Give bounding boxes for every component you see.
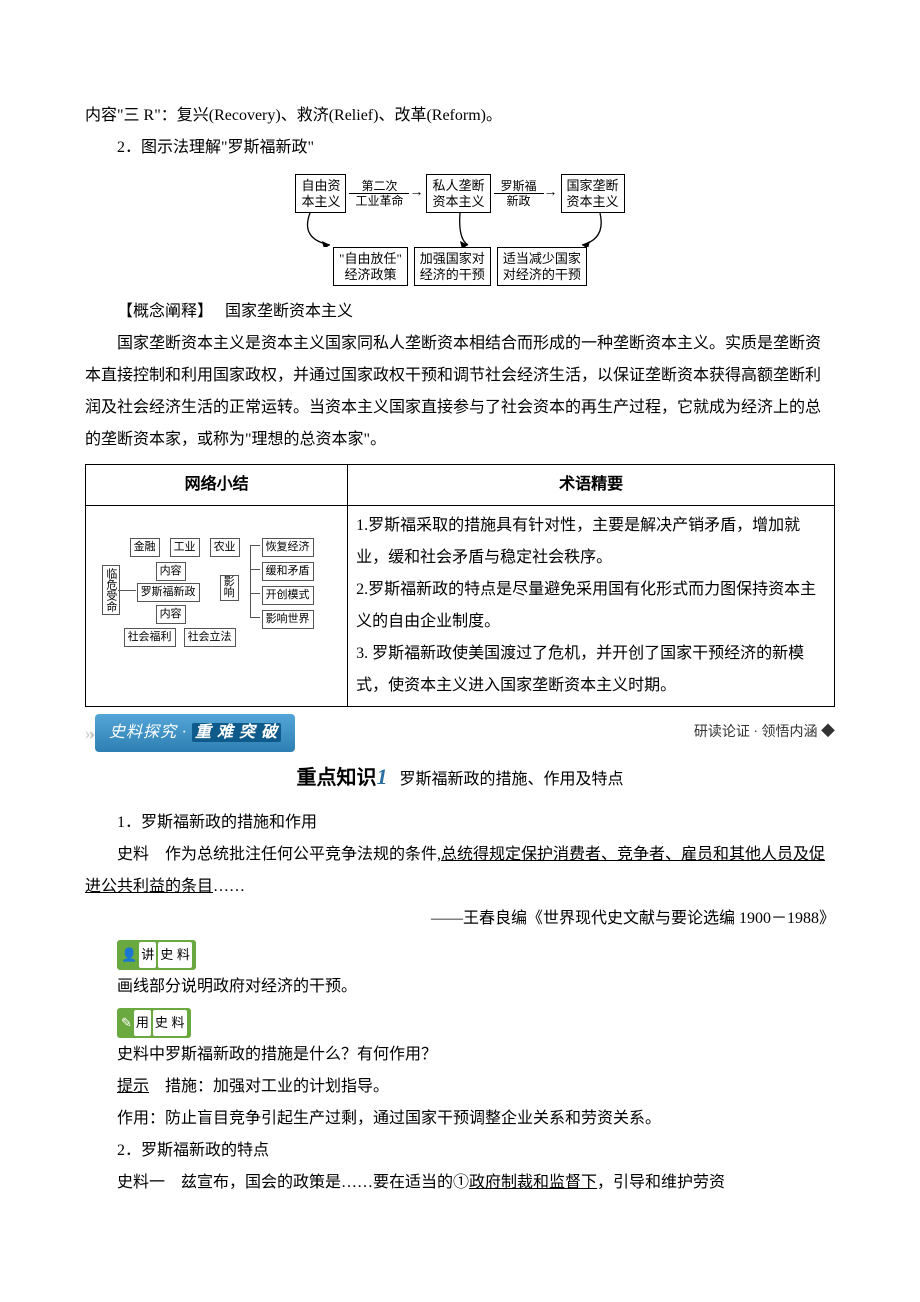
use-q: 史料中罗斯福新政的措施是什么？有何作用？ — [85, 1039, 835, 1071]
d2-c2: 内容 — [156, 605, 186, 623]
sec1-shiliao: 史料 作为总统批注任何公平竞争法规的条件,总统得规定保护消费者、竞争者、雇员和其… — [85, 839, 835, 903]
badge-speak: 👤 讲 史 料 — [117, 939, 835, 971]
badge-speak-label: 史 料 — [158, 942, 192, 968]
intro-line-2: 2．图示法理解"罗斯福新政" — [85, 132, 835, 164]
cell-diagram: 临危受命 金融 工业 农业 内容 罗斯福新政 影响 内容 社会福利 社会立法 恢… — [86, 506, 348, 707]
d1-box-0: 自由资 本主义 — [295, 174, 346, 213]
topic-title: 重点知识1 罗斯福新政的措施、作用及特点 — [85, 755, 835, 799]
banner-pill: 史料探究 · 重 难 突 破 — [95, 714, 295, 752]
diagram-2: 临危受命 金融 工业 农业 内容 罗斯福新政 影响 内容 社会福利 社会立法 恢… — [102, 520, 332, 660]
person-icon: 👤 — [121, 942, 137, 968]
th-1: 术语精要 — [348, 465, 835, 506]
sec2-pre: 兹宣布，国会的政策是……要在适当的① — [181, 1174, 469, 1191]
page: 内容"三 R"：复兴(Recovery)、救济(Relief)、改革(Refor… — [0, 0, 920, 1239]
shiliao-prefix: 史料 — [117, 846, 165, 863]
d1-label-l0: 工业革命 — [355, 194, 403, 208]
d1-label-u0: 第二次 — [349, 179, 409, 194]
d2-t0: 金融 — [130, 538, 160, 556]
th-0: 网络小结 — [86, 465, 348, 506]
hint-m: 提示 措施：加强对工业的计划指导。 — [85, 1071, 835, 1103]
arrow-icon: → — [544, 185, 558, 202]
topic-num: 1 — [376, 764, 387, 789]
sec1-source: ——王春良编《世界现代史文献与要论选编 1900－1988》 — [85, 903, 835, 935]
d1-bot-1: 加强国家对 经济的干预 — [414, 247, 491, 286]
badge-use-icon: 用 — [134, 1010, 151, 1036]
intro-line-1: 内容"三 R"：复兴(Recovery)、救济(Relief)、改革(Refor… — [85, 100, 835, 132]
banner-left: 史料探究 — [109, 724, 177, 741]
term-2: 3. 罗斯福新政使美国渡过了危机，并开创了国家干预经济的新模式，使资本主义进入国… — [356, 645, 804, 694]
speak-line: 画线部分说明政府对经济的干预。 — [85, 971, 835, 1003]
concept-title: 【概念阐释】 国家垄断资本主义 — [85, 296, 835, 328]
badge-speak-icon: 讲 — [139, 942, 156, 968]
badge-use-label: 史 料 — [153, 1010, 187, 1036]
banner-strong: 重 难 突 破 — [192, 723, 281, 742]
sec2-ul: 政府制裁和监督下 — [469, 1174, 597, 1191]
d2-t2: 农业 — [210, 538, 240, 556]
d2-m0: 内容 — [156, 562, 186, 580]
hint-a: 作用：防止盲目竞争引起生产过剩，通过国家干预调整企业关系和劳资关系。 — [85, 1103, 835, 1135]
section-banner: »» 史料探究 · 重 难 突 破 研读论证 · 领悟内涵 ◆ — [85, 719, 835, 747]
sec1-title: 1．罗斯福新政的措施和作用 — [85, 807, 835, 839]
d2-b0: 社会福利 — [124, 628, 176, 646]
d2-b1: 社会立法 — [184, 628, 236, 646]
badge-use: ✎ 用 史 料 — [117, 1007, 835, 1039]
d1-label-l1: 新政 — [506, 194, 530, 208]
diagram-1: 自由资 本主义 第二次 工业革命 → 私人垄断 资本主义 罗斯福 新政 → 国家… — [85, 174, 835, 286]
cell-terms: 1.罗斯福采取的措施具有针对性，主要是解决产销矛盾，增加就业，缓和社会矛盾与稳定… — [348, 506, 835, 707]
sec2-title: 2．罗斯福新政的特点 — [85, 1135, 835, 1167]
d1-bot-0: "自由放任" 经济政策 — [333, 247, 408, 286]
concept-body: 国家垄断资本主义是资本主义国家同私人垄断资本相结合而形成的一种垄断资本主义。实质… — [85, 328, 835, 456]
hint-label: 提示 — [117, 1078, 149, 1095]
topic-label: 重点知识 — [296, 767, 376, 789]
summary-table: 网络小结 术语精要 临危受命 金融 工业 农业 内容 罗斯福新政 影响 内容 社… — [85, 464, 835, 707]
chevron-icon: »» — [85, 715, 95, 751]
arrow-icon: → — [409, 185, 423, 202]
shiliao-post: …… — [213, 878, 245, 895]
d1-box-2: 国家垄断 资本主义 — [561, 174, 625, 213]
term-0: 1.罗斯福采取的措施具有针对性，主要是解决产销矛盾，增加就业，缓和社会矛盾与稳定… — [356, 517, 800, 566]
pen-icon: ✎ — [121, 1010, 132, 1036]
sec2-post: ，引导和维护劳资 — [597, 1174, 725, 1191]
topic-subtitle: 罗斯福新政的措施、作用及特点 — [399, 771, 623, 788]
shiliao2-prefix: 史料一 — [117, 1174, 181, 1191]
d2-r2: 开创模式 — [262, 586, 314, 604]
d2-r1: 缓和矛盾 — [262, 562, 314, 580]
shiliao-pre: 作为总统批注任何公平竞争法规的条件, — [165, 846, 441, 863]
sec2-shiliao: 史料一 兹宣布，国会的政策是……要在适当的①政府制裁和监督下，引导和维护劳资 — [85, 1167, 835, 1199]
d2-t1: 工业 — [170, 538, 200, 556]
d1-label-u1: 罗斯福 — [494, 179, 544, 194]
d2-m1: 影响 — [220, 575, 239, 601]
banner-tail: 研读论证 · 领悟内涵 ◆ — [694, 719, 835, 747]
d2-r0: 恢复经济 — [262, 538, 314, 556]
term-1: 2.罗斯福新政的特点是尽量避免采用国有化形式而力图保持资本主义的自由企业制度。 — [356, 581, 816, 630]
d2-center: 罗斯福新政 — [137, 583, 200, 601]
d1-box-1: 私人垄断 资本主义 — [426, 174, 490, 213]
d2-r3: 影响世界 — [262, 610, 314, 628]
d1-bot-2: 适当减少国家 对经济的干预 — [497, 247, 587, 286]
